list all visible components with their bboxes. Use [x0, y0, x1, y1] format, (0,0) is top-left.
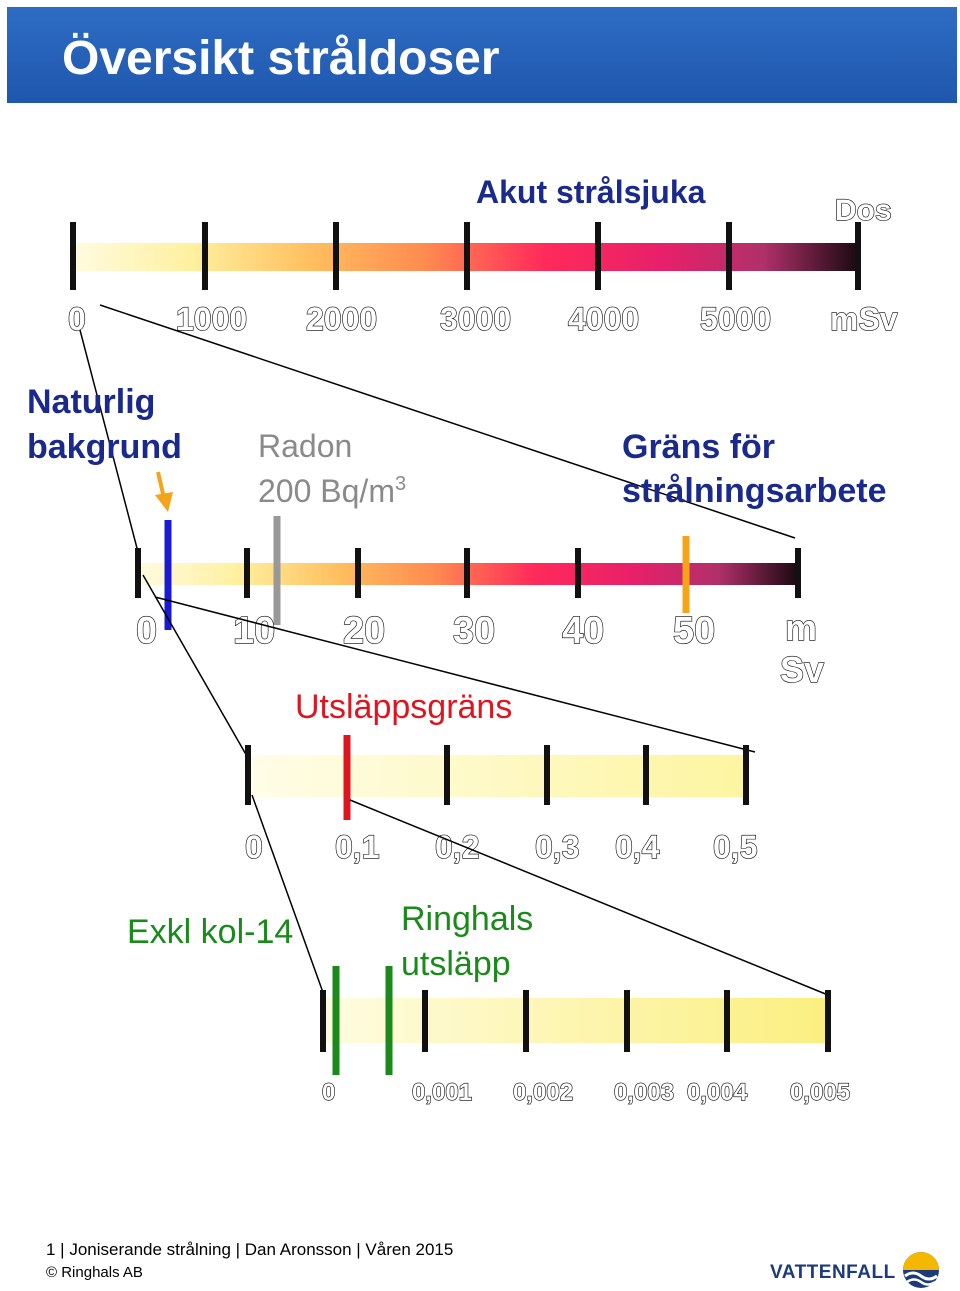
- vattenfall-sun-wave-icon: [903, 1252, 939, 1288]
- title-bar: Översikt stråldoser: [7, 7, 957, 103]
- acute-sickness-label: Akut strålsjuka: [476, 174, 706, 210]
- scale1-tick-labels: 0 1000 2000 3000 4000 5000 mSv: [67, 300, 898, 337]
- natural-background-arrow-icon: [155, 471, 173, 512]
- scale1-tick-label-2: 2000: [306, 301, 377, 337]
- zoom-line-left-3: [251, 794, 326, 999]
- dose-label: Dos: [835, 194, 892, 227]
- footer-text: 1 | Joniserande strålning | Dan Aronsson…: [46, 1240, 454, 1259]
- work-limit-label-1: Gräns för: [622, 428, 775, 466]
- scale3-tick-marks: [245, 745, 749, 805]
- zoom-line-right-3: [349, 799, 829, 996]
- scale2-unit-1: m: [785, 607, 817, 648]
- vattenfall-logo: VATTENFALL: [770, 1250, 950, 1290]
- page-title: Översikt stråldoser: [62, 32, 500, 85]
- scale1-tick-label-1: 1000: [176, 301, 247, 337]
- ringhals-label-1: Ringhals: [401, 900, 533, 938]
- scale2-tick-label-2: 20: [343, 610, 385, 652]
- scale2-tick-label-0: 0: [136, 610, 157, 652]
- natural-background-label-2: bakgrund: [27, 428, 182, 466]
- scale2-tick-label-3: 30: [453, 610, 495, 652]
- scale3-tick-label-0: 0: [245, 829, 263, 865]
- scale4-tick-label-5: 0,005: [790, 1079, 850, 1106]
- scale4-tick-label-1: 0,001: [412, 1079, 472, 1106]
- scale1-tick-label-4: 4000: [568, 301, 639, 337]
- scale1-tick-marks: [70, 222, 861, 290]
- scale2-tick-label-4: 40: [562, 610, 604, 652]
- vattenfall-logo-text: VATTENFALL: [770, 1262, 896, 1283]
- ringhals-label-2: utsläpp: [401, 945, 511, 983]
- scale2-tick-label-5: 50: [673, 610, 715, 652]
- scale1-tick-label-3: 3000: [440, 301, 511, 337]
- zoom-line-right-1: [99, 304, 796, 539]
- radon-label-1: Radon: [258, 428, 352, 464]
- scale4-tick-label-4: 0,004: [687, 1079, 748, 1106]
- scale1-tick-label-5: 5000: [700, 301, 771, 337]
- scale3-tick-label-1: 0,1: [335, 829, 379, 865]
- scale1-tick-label-0: 0: [68, 301, 86, 337]
- scale4-bar: [323, 998, 828, 1043]
- scale4-tick-labels: 0 0,001 0,002 0,003 0,004 0,005: [321, 1078, 850, 1106]
- scale4-tick-marks: [320, 990, 831, 1052]
- scale3-tick-labels: 0 0,1 0,2 0,3 0,4 0,5: [244, 828, 758, 865]
- scale3-tick-label-5: 0,5: [713, 829, 757, 865]
- footer-copyright: © Ringhals AB: [46, 1264, 143, 1281]
- scale3-tick-label-2: 0,2: [435, 829, 479, 865]
- radon-label-2: 200 Bq/m3: [258, 473, 406, 509]
- work-limit-label-2: strålningsarbete: [622, 472, 887, 510]
- scale2-tick-marks: [135, 548, 801, 598]
- scale3-tick-label-3: 0,3: [535, 829, 579, 865]
- scale2-unit-2: Sv: [780, 649, 824, 690]
- scale3-tick-label-4: 0,4: [615, 829, 660, 865]
- scale4-tick-label-2: 0,002: [513, 1079, 573, 1106]
- zoom-line-right-2: [154, 596, 756, 753]
- zoom-line-left-1: [79, 329, 139, 553]
- excl-carbon14-label: Exkl kol-14: [127, 913, 293, 951]
- natural-background-label-1: Naturlig: [27, 383, 155, 421]
- release-limit-label: Utsläppsgräns: [295, 688, 512, 726]
- zoom-line-left-2: [142, 574, 249, 759]
- scale1-tick-label-6: mSv: [830, 301, 898, 337]
- scale4-tick-label-0: 0: [322, 1079, 335, 1106]
- scale2-tick-label-1: 10: [233, 610, 275, 652]
- scale4-tick-label-3: 0,003: [614, 1079, 674, 1106]
- scale2-tick-labels: 0 10 20 30 40 50: [135, 609, 715, 652]
- scale3-bar: [248, 755, 746, 797]
